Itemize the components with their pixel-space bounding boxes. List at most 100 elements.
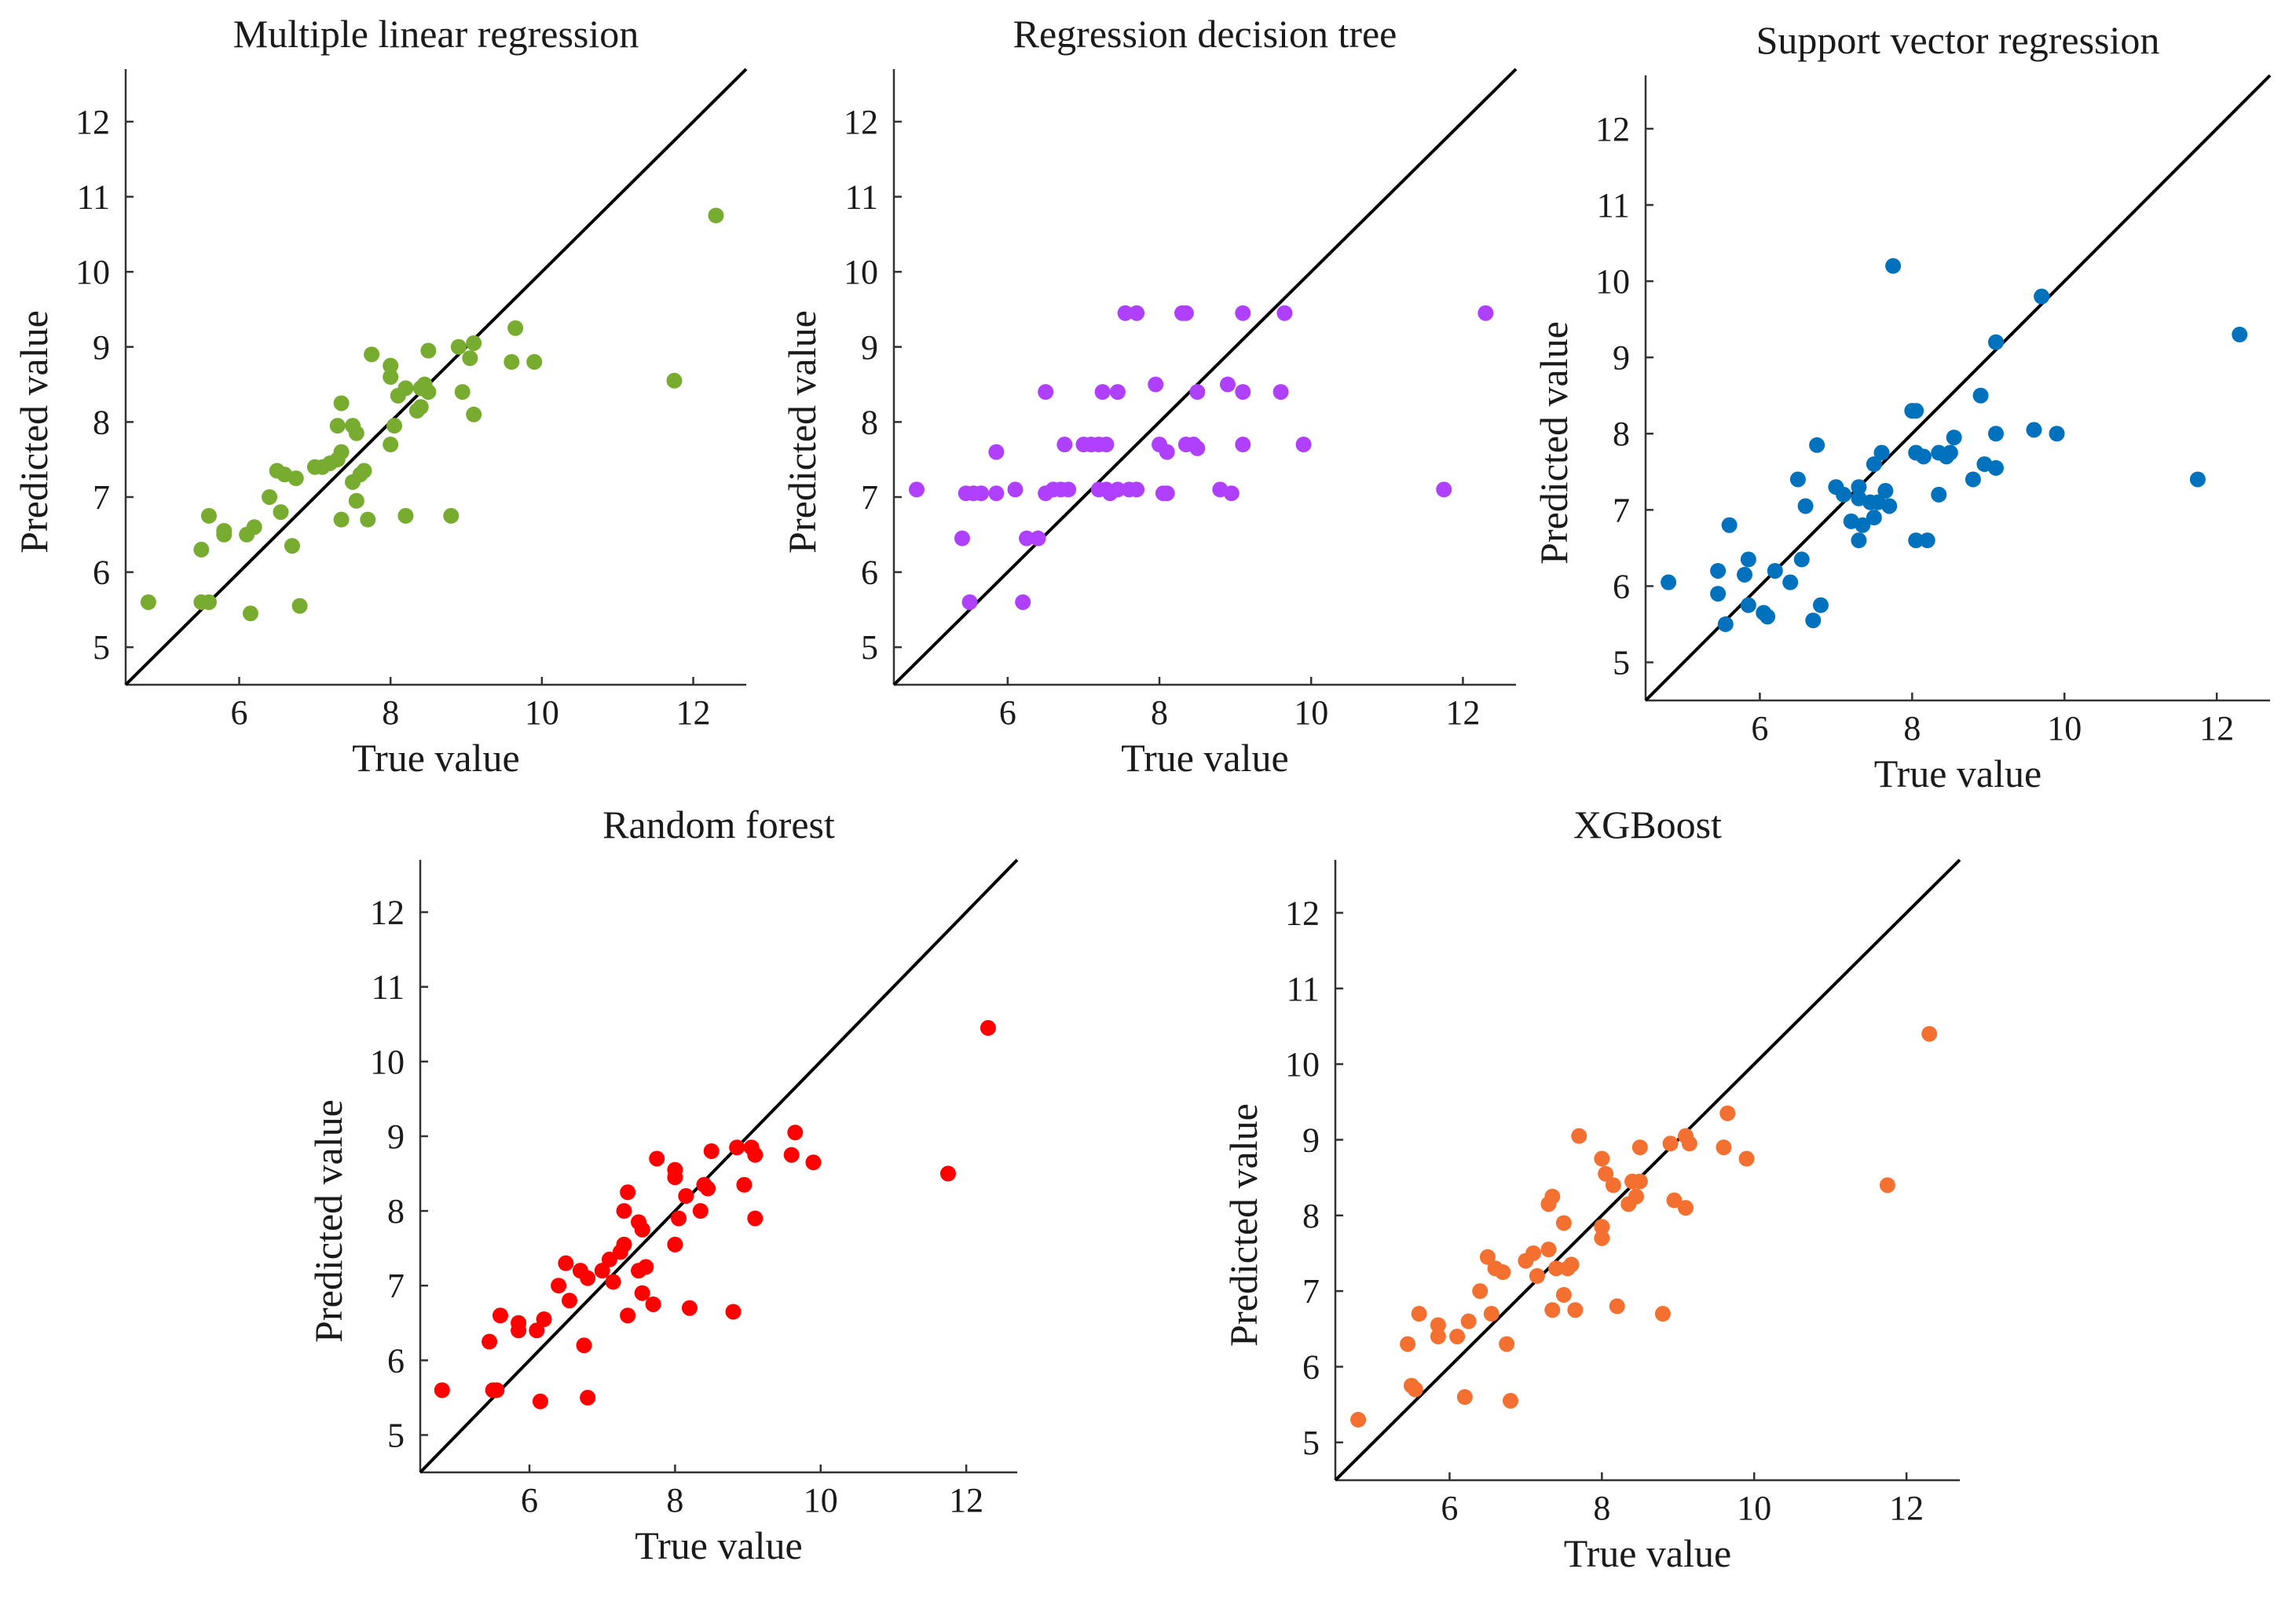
y-tick-label: 5 [1302,1424,1320,1462]
data-point [649,1150,665,1167]
data-point [1605,1177,1621,1194]
data-point [1594,1219,1610,1235]
data-point [1430,1317,1446,1333]
y-tick-label: 6 [1613,567,1630,605]
y-tick-label: 10 [370,1043,405,1081]
data-point [504,353,520,370]
data-point [708,207,724,224]
data-point [1908,532,1924,549]
data-point [364,346,380,363]
chart-panel-random-forest: 6 8 10 12 5 6 7 8 9 10 11 12 Random forest True value… [306,803,1019,1567]
x-tick-label: 12 [1889,1489,1924,1527]
y-tick-label: 11 [77,178,110,217]
data-point [140,594,156,610]
data-point [466,406,482,422]
data-point [1710,562,1727,579]
identity-line [892,68,1518,686]
data-point [703,1143,720,1159]
data-point [529,1322,545,1339]
data-point [1965,471,1981,488]
data-point [692,1203,709,1220]
data-point [1056,437,1073,453]
x-tick-label: 8 [1151,693,1168,732]
data-point [961,594,978,610]
data-point [1677,1200,1694,1216]
data-point [1987,334,2004,350]
data-point [1738,1150,1755,1167]
data-point [988,485,1005,502]
data-point [329,418,346,434]
x-tick-label: 6 [231,693,248,732]
x-axis-label: True value [1121,736,1288,780]
data-point [386,418,403,434]
data-point [1449,1328,1466,1344]
data-point [558,1255,574,1271]
y-tick-label: 7 [387,1267,405,1305]
y-tick-label: 9 [1613,338,1630,377]
data-point [242,605,258,622]
data-point [284,538,300,554]
x-axis-label: True value [1564,1531,1731,1575]
data-point [1548,1260,1565,1277]
data-point [383,369,399,385]
y-tick-label: 7 [1613,491,1630,529]
y-tick-label: 12 [1285,894,1320,932]
data-point [1030,530,1046,547]
data-point [1478,305,1494,321]
data-point [1797,498,1814,514]
x-tick-label: 12 [949,1481,983,1519]
data-point [620,1184,636,1201]
data-point [1767,562,1783,579]
y-tick-label: 11 [845,178,878,217]
data-point [489,1382,505,1399]
data-point [1159,485,1175,502]
data-point [1836,486,1852,503]
data-point [1987,459,2004,476]
data-point [562,1293,577,1309]
data-point [666,372,683,389]
y-tick-label: 9 [93,328,110,367]
y-tick-label: 11 [1597,186,1630,225]
data-point [246,519,262,536]
y-axis-label: Predicted value [12,310,56,554]
x-tick-label: 6 [1441,1489,1458,1527]
data-point [576,1337,592,1354]
data-point [333,511,350,528]
data-point [616,1236,632,1252]
data-point [1737,566,1753,583]
x-tick-label: 12 [2199,709,2234,748]
data-point [1987,426,2004,442]
data-point [348,425,364,441]
x-axis-label: True value [1874,751,2041,795]
data-point [1038,384,1054,400]
data-point [1942,444,1958,461]
data-point [1019,530,1035,547]
data-point [356,463,372,479]
data-point [1189,384,1206,400]
data-point [1631,1173,1648,1190]
data-point [1094,384,1111,400]
data-point [700,1180,716,1197]
data-point [1129,305,1145,321]
data-point [747,1210,764,1227]
data-point [1117,305,1133,321]
x-tick-label: 8 [666,1481,683,1519]
x-tick-label: 12 [1445,693,1480,732]
identity-line [419,858,1019,1474]
data-point [526,353,543,370]
data-point [1456,1389,1473,1406]
y-tick-label: 7 [1302,1272,1320,1311]
data-point [1495,1264,1511,1281]
data-point [1411,1306,1427,1322]
data-point [216,526,233,543]
x-tick-label: 10 [1294,693,1328,732]
data-point [1885,258,1902,274]
data-point [1972,387,1989,404]
y-tick-label: 8 [861,403,878,441]
data-point [634,1221,650,1238]
data-point [1908,403,1924,419]
data-point [747,1146,764,1163]
chart-panel-xgboost: 6 8 10 12 5 6 7 8 9 10 11 12 XGBoost True value Predic… [1221,803,1961,1575]
data-point [383,357,399,374]
